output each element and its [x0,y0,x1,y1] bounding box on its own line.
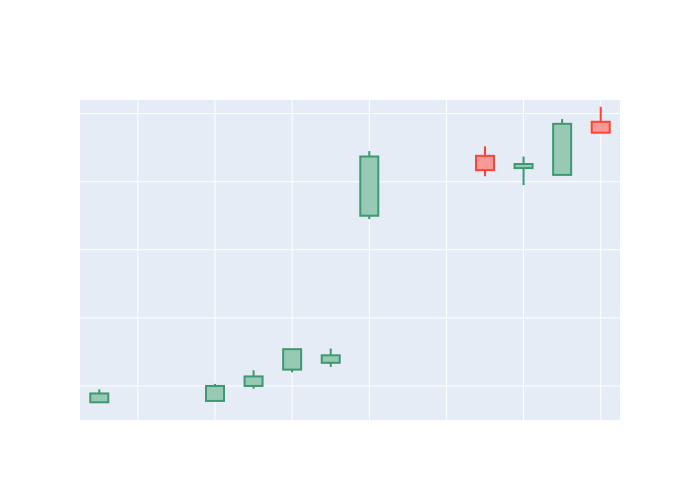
candle-9 [552,119,573,176]
candle-7 [475,146,495,177]
candle-body-increasing [359,155,380,217]
candle-body-increasing [282,348,303,371]
candle-5 [320,348,341,367]
candle-3 [243,370,264,389]
grid-lines [80,100,620,420]
candle-4 [282,348,303,373]
candle-body-increasing [243,375,264,387]
candle-body-increasing [205,384,225,402]
candle-body-increasing [320,354,341,364]
candle-10 [590,106,611,134]
candle-8 [513,156,534,186]
candle-body-decreasing [590,120,611,134]
candle-6 [359,151,380,220]
candle-body-increasing [513,163,534,170]
plot-area [80,100,620,420]
candle-body-increasing [552,122,573,176]
candle-body-increasing [89,392,110,404]
candle-2 [205,383,225,402]
candles [89,106,611,404]
candle-body-decreasing [475,154,495,172]
candle-1 [89,389,110,404]
